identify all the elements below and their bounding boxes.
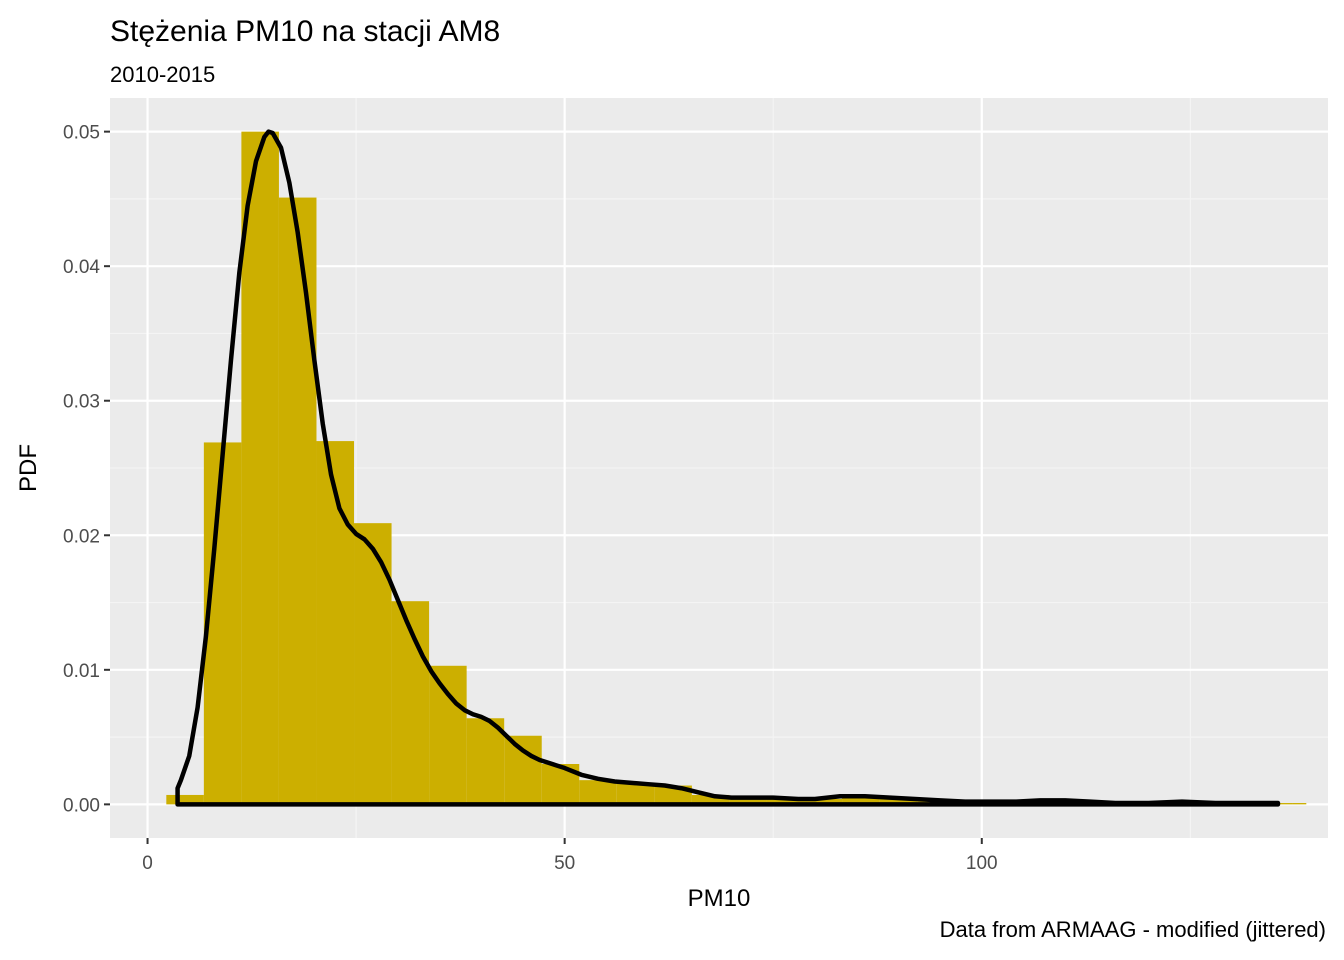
- x-axis-title: PM10: [688, 885, 751, 912]
- histogram-bar: [391, 601, 430, 805]
- histogram-bar: [842, 796, 880, 805]
- histogram-bar: [504, 735, 542, 805]
- histogram-bar: [691, 794, 730, 805]
- chart-caption: Data from ARMAAG - modified (jittered): [940, 917, 1326, 942]
- x-tick-label: 0: [142, 853, 153, 874]
- y-axis-title: PDF: [15, 444, 42, 492]
- histogram-bar: [729, 797, 767, 805]
- y-tick-label: 0.00: [63, 795, 100, 816]
- histogram-bar: [804, 798, 843, 805]
- y-tick-label: 0.03: [63, 392, 100, 413]
- histogram-bar: [466, 718, 505, 805]
- histogram-bar: [616, 782, 655, 805]
- histogram-bars: [166, 131, 1307, 805]
- chart-title: Stężenia PM10 na stacji AM8: [110, 15, 500, 48]
- histogram-bar: [241, 131, 279, 805]
- x-axis-ticks: 0 50 100: [142, 838, 998, 874]
- x-tick-label: 100: [966, 853, 998, 874]
- y-tick-label: 0.01: [63, 661, 100, 682]
- histogram-bar: [1292, 803, 1307, 805]
- histogram-bar: [203, 442, 242, 805]
- histogram-bar: [316, 441, 355, 805]
- histogram-bar: [429, 665, 467, 805]
- chart-subtitle: 2010-2015: [110, 62, 215, 87]
- y-tick-label: 0.04: [63, 257, 100, 278]
- histogram-bar: [278, 197, 317, 805]
- y-tick-label: 0.02: [63, 526, 100, 547]
- histogram-bar: [166, 794, 204, 805]
- density-curve: [175, 129, 1281, 807]
- histogram-bar: [354, 523, 392, 805]
- x-tick-label: 50: [554, 853, 575, 874]
- histogram-bar: [579, 780, 617, 805]
- histogram-bar: [766, 798, 805, 805]
- y-tick-label: 0.05: [63, 123, 100, 144]
- histogram-bar: [879, 797, 918, 805]
- y-axis-ticks: 0.00 0.01 0.02 0.03 0.04 0.05: [63, 123, 110, 816]
